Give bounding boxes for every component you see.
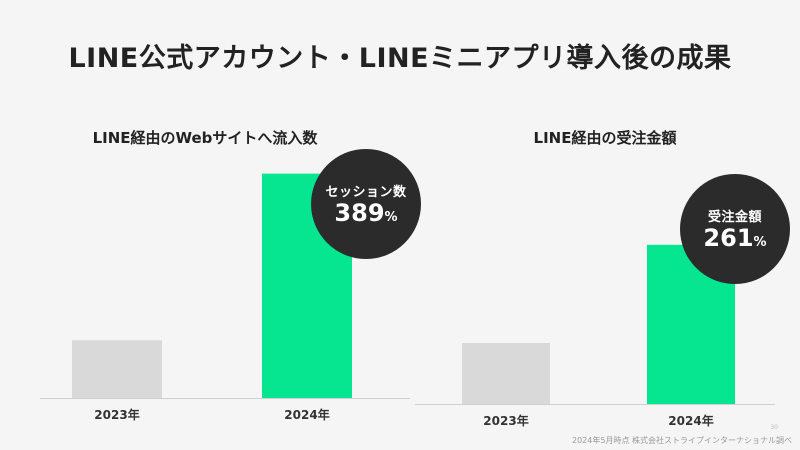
x-tick-label: 2024年: [668, 413, 713, 428]
slide-title: LINE公式アカウント・LINEミニアプリ導入後の成果: [68, 43, 732, 74]
x-tick-label: 2024年: [284, 407, 329, 422]
callout-unit: %: [753, 234, 767, 250]
page-number: 30: [770, 424, 778, 431]
callout-bubble-sessions: セッション数 389%: [311, 149, 421, 259]
callout-label: 受注金額: [707, 209, 762, 225]
callout-bubble-orders: 受注金額 261%: [680, 174, 790, 284]
callout-unit: %: [384, 209, 398, 225]
callout-number: 389: [334, 198, 385, 227]
bar-chart-web-traffic: 2023年 2024年: [40, 173, 410, 422]
bar-2023年: [462, 343, 550, 404]
footnote: 2024年5月時点 株式会社ストライプインターナショナル調べ: [572, 436, 792, 445]
callout-number: 261: [703, 223, 754, 252]
x-tick-label: 2023年: [483, 413, 528, 428]
callout-value: 261%: [703, 223, 767, 253]
callout-value: 389%: [334, 198, 398, 228]
callout-label: セッション数: [325, 184, 407, 200]
bar-chart-order-amount: 2023年 2024年: [415, 244, 775, 428]
chart-title-order-amount: LINE経由の受注金額: [533, 129, 677, 147]
x-tick-label: 2023年: [94, 407, 139, 422]
chart-title-web-traffic: LINE経由のWebサイトへ流入数: [92, 129, 318, 147]
bar-2023年: [72, 340, 162, 398]
